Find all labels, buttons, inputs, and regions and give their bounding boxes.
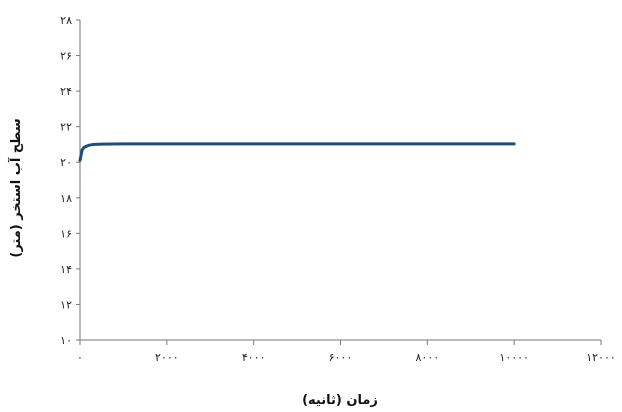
y-tick-label: ۲۸	[60, 14, 72, 27]
x-tick-label: ۱۰۰۰۰	[499, 351, 529, 364]
series-layer	[78, 142, 516, 162]
x-tick-label: ۴۰۰۰	[242, 351, 266, 364]
y-tick-label: ۲۶	[60, 50, 72, 63]
y-axis-title: سطح آب استخر (متر)	[7, 118, 24, 257]
x-tick-label: ۱۲۰۰۰	[586, 351, 616, 364]
x-tick-label: ۸۰۰۰	[416, 351, 440, 364]
x-tick-label: ۶۰۰۰	[329, 351, 353, 364]
y-tick-label: ۱۴	[60, 263, 72, 276]
x-tick-label: ۰	[77, 351, 83, 364]
x-axis-title: زمان (ثانیه)	[302, 393, 378, 408]
y-tick-label: ۱۸	[60, 192, 72, 205]
y-tick-label: ۲۰	[60, 156, 72, 169]
ticks: ۱۰ ۱۲ ۱۴ ۱۶ ۱۸ ۲۰ ۲۲ ۲۴ ۲۶ ۲۸ ۰ ۲۰۰۰ ۴۰۰۰ ۶۰۰۰ ۸۰۰۰ ۱۰۰…	[60, 14, 616, 364]
y-tick-label: ۱۶	[60, 227, 72, 240]
axes	[79, 20, 601, 341]
y-tick-label: ۲۴	[60, 85, 72, 98]
y-tick-label: ۲۲	[60, 121, 72, 134]
x-tick-label: ۲۰۰۰	[155, 351, 179, 364]
y-tick-label: ۱۲	[60, 298, 72, 311]
y-tick-label: ۱۰	[60, 334, 72, 347]
series-line	[78, 142, 516, 162]
